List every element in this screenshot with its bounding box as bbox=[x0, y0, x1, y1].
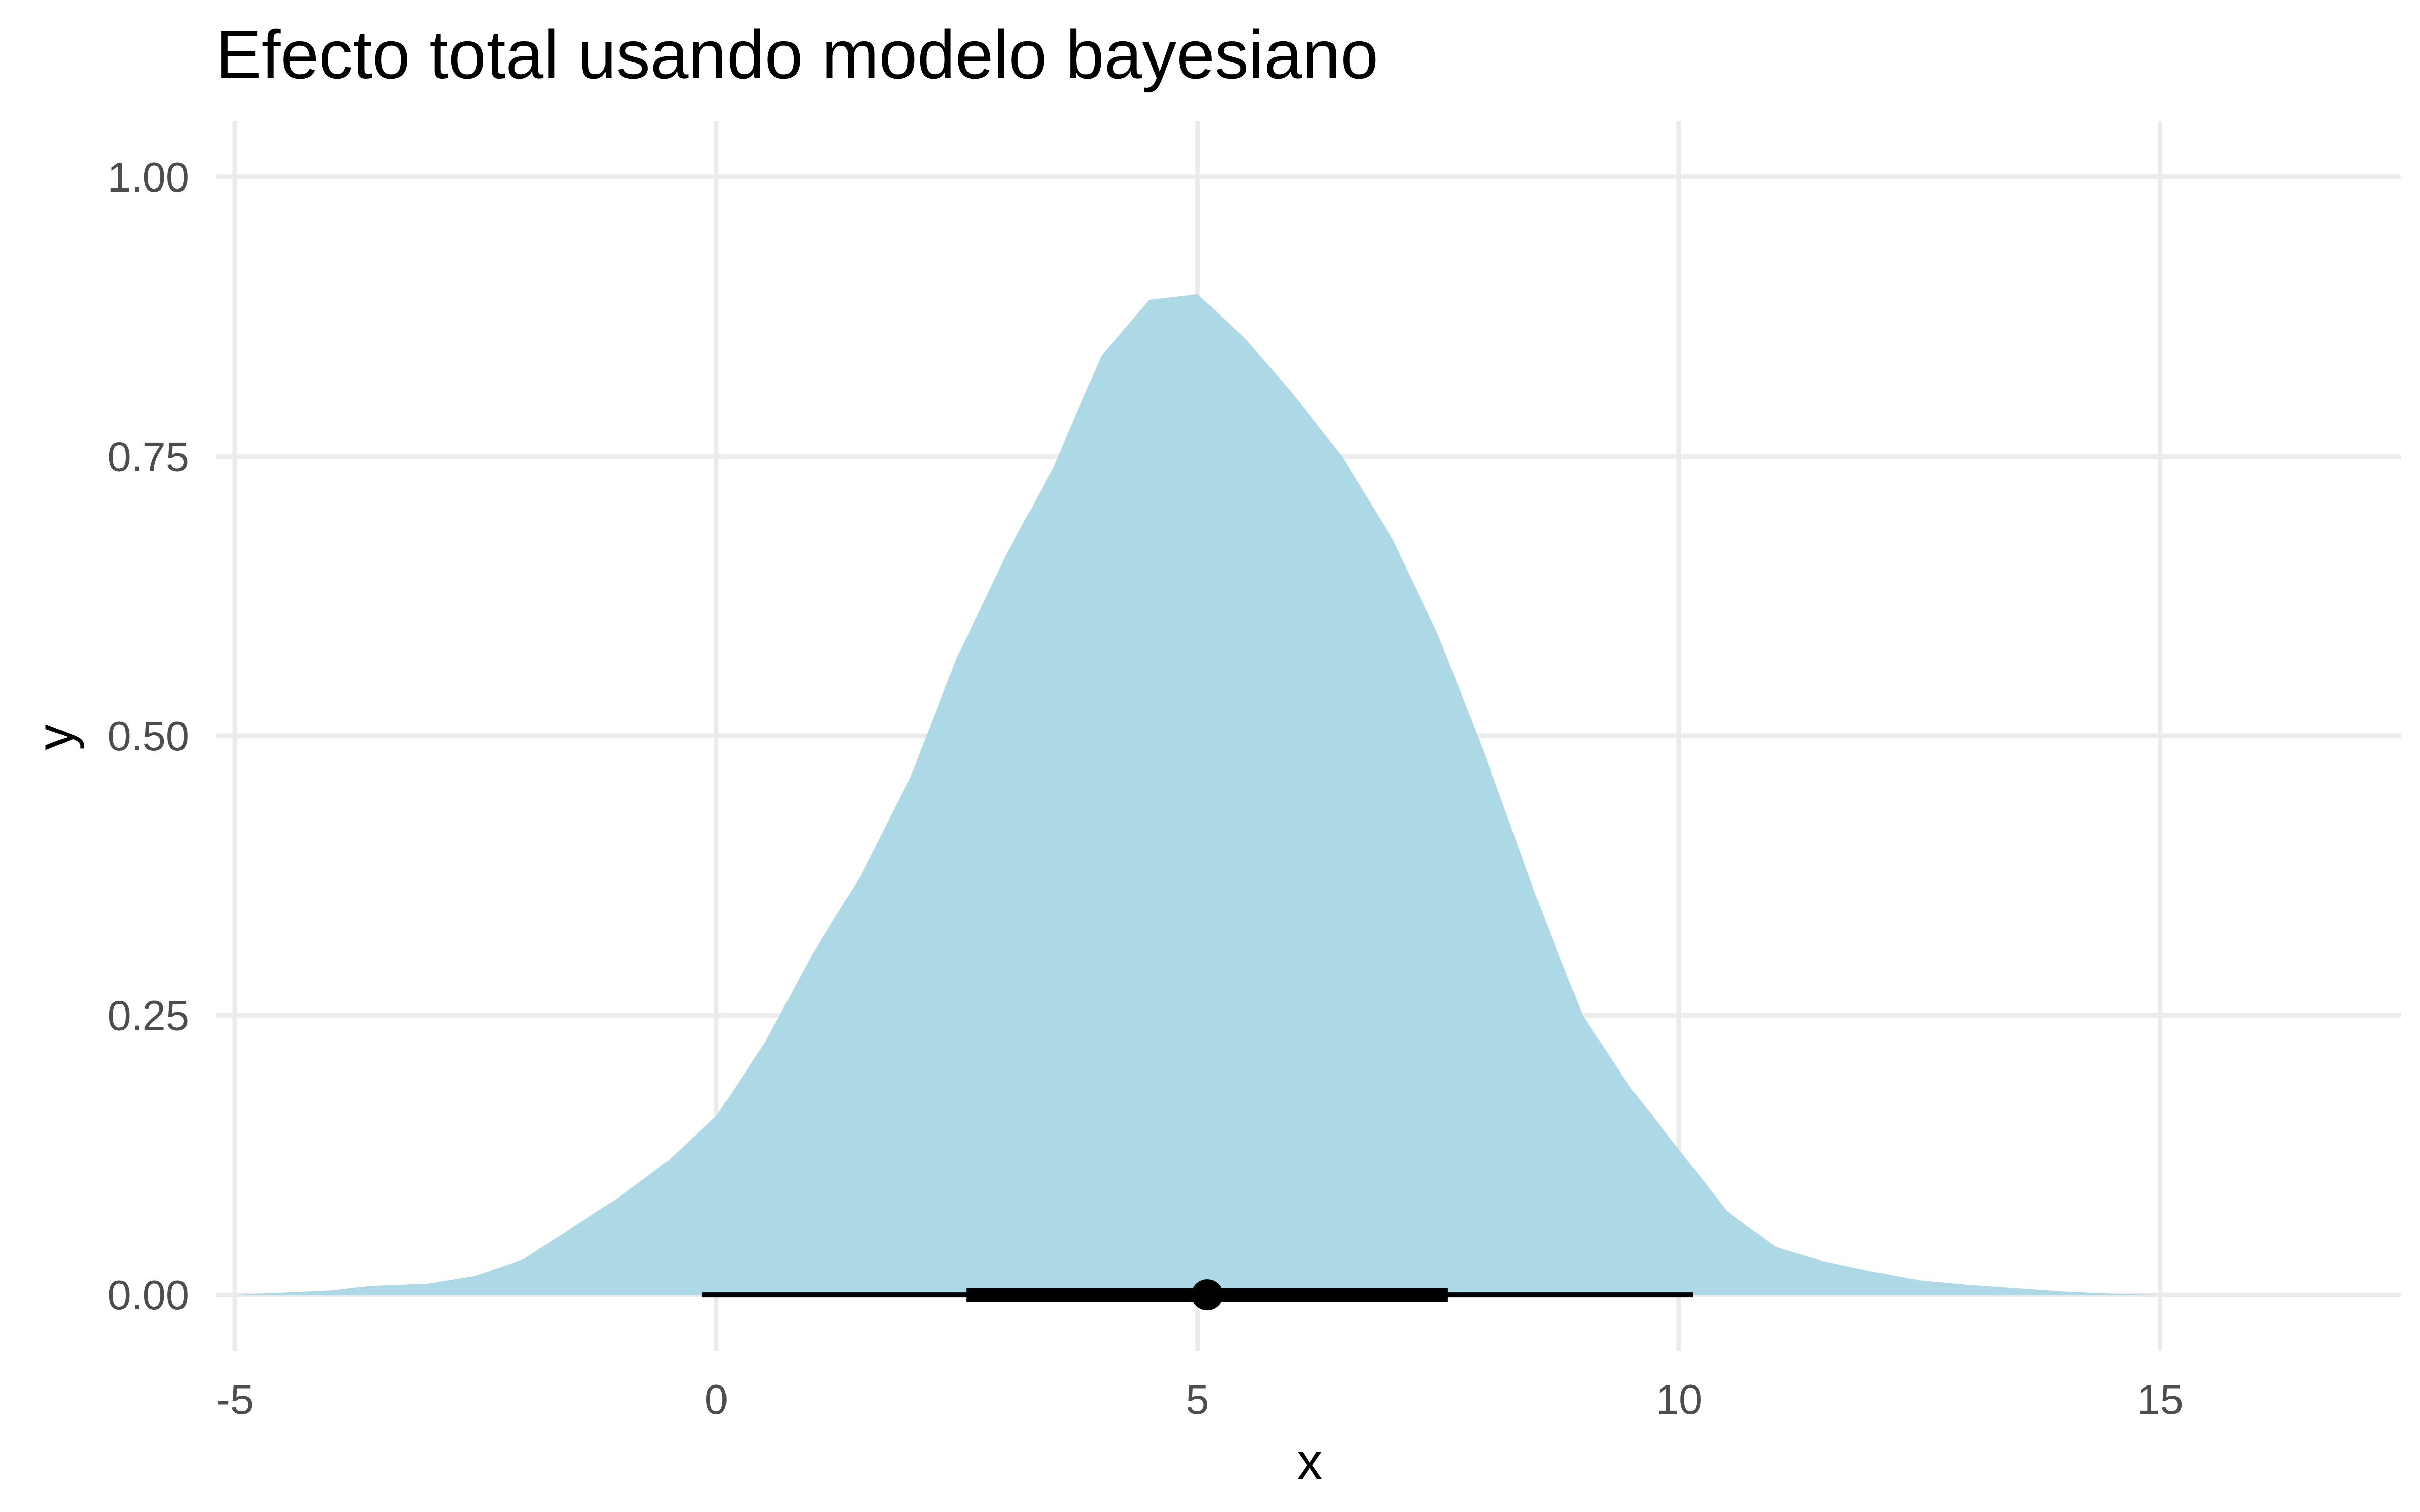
y-tick-label: 1.00 bbox=[107, 154, 189, 201]
x-tick-labels: -5 0 5 10 15 bbox=[216, 1376, 2184, 1423]
x-tick-label: 15 bbox=[2137, 1376, 2184, 1423]
y-tick-label: 0.75 bbox=[107, 433, 189, 480]
y-tick-label: 0.50 bbox=[107, 713, 189, 760]
y-tick-labels: 0.00 0.25 0.50 0.75 1.00 bbox=[107, 154, 189, 1318]
x-tick-label: 10 bbox=[1656, 1376, 1702, 1423]
chart-title: Efecto total usando modelo bayesiano bbox=[216, 16, 1378, 93]
x-axis-title: x bbox=[1297, 1432, 1323, 1490]
x-tick-label: -5 bbox=[216, 1376, 254, 1423]
median-point bbox=[1191, 1279, 1223, 1311]
density-area bbox=[235, 294, 2353, 1295]
y-tick-label: 0.25 bbox=[107, 992, 189, 1039]
y-axis-title: y bbox=[26, 724, 84, 750]
y-tick-label: 0.00 bbox=[107, 1272, 189, 1318]
x-tick-label: 0 bbox=[705, 1376, 728, 1423]
x-tick-label: 5 bbox=[1186, 1376, 1209, 1423]
point-interval bbox=[702, 1279, 1693, 1311]
